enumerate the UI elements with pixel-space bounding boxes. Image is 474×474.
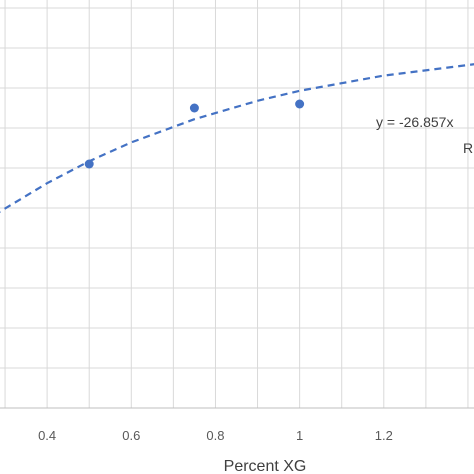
- horizontal-gridlines: [0, 7, 474, 369]
- x-tick-label: 1: [296, 428, 303, 443]
- x-tick-label: 0.4: [38, 428, 56, 443]
- trendline-equation: y = -26.857x: [376, 114, 453, 130]
- data-point-2: [189, 103, 199, 113]
- vertical-gridlines: [4, 0, 469, 408]
- trendline-r-squared: R: [463, 140, 473, 156]
- x-axis-title: Percent XG: [224, 458, 307, 474]
- trendline: [0, 63, 474, 213]
- x-tick-label: 1.2: [375, 428, 393, 443]
- x-tick-label: 0.8: [206, 428, 224, 443]
- data-points: [84, 99, 305, 169]
- x-tick-labels: 0.4 0.6 0.8 1 1.2: [38, 428, 393, 443]
- data-point-1: [84, 159, 94, 169]
- x-tick-label: 0.6: [122, 428, 140, 443]
- data-point-3: [295, 99, 305, 109]
